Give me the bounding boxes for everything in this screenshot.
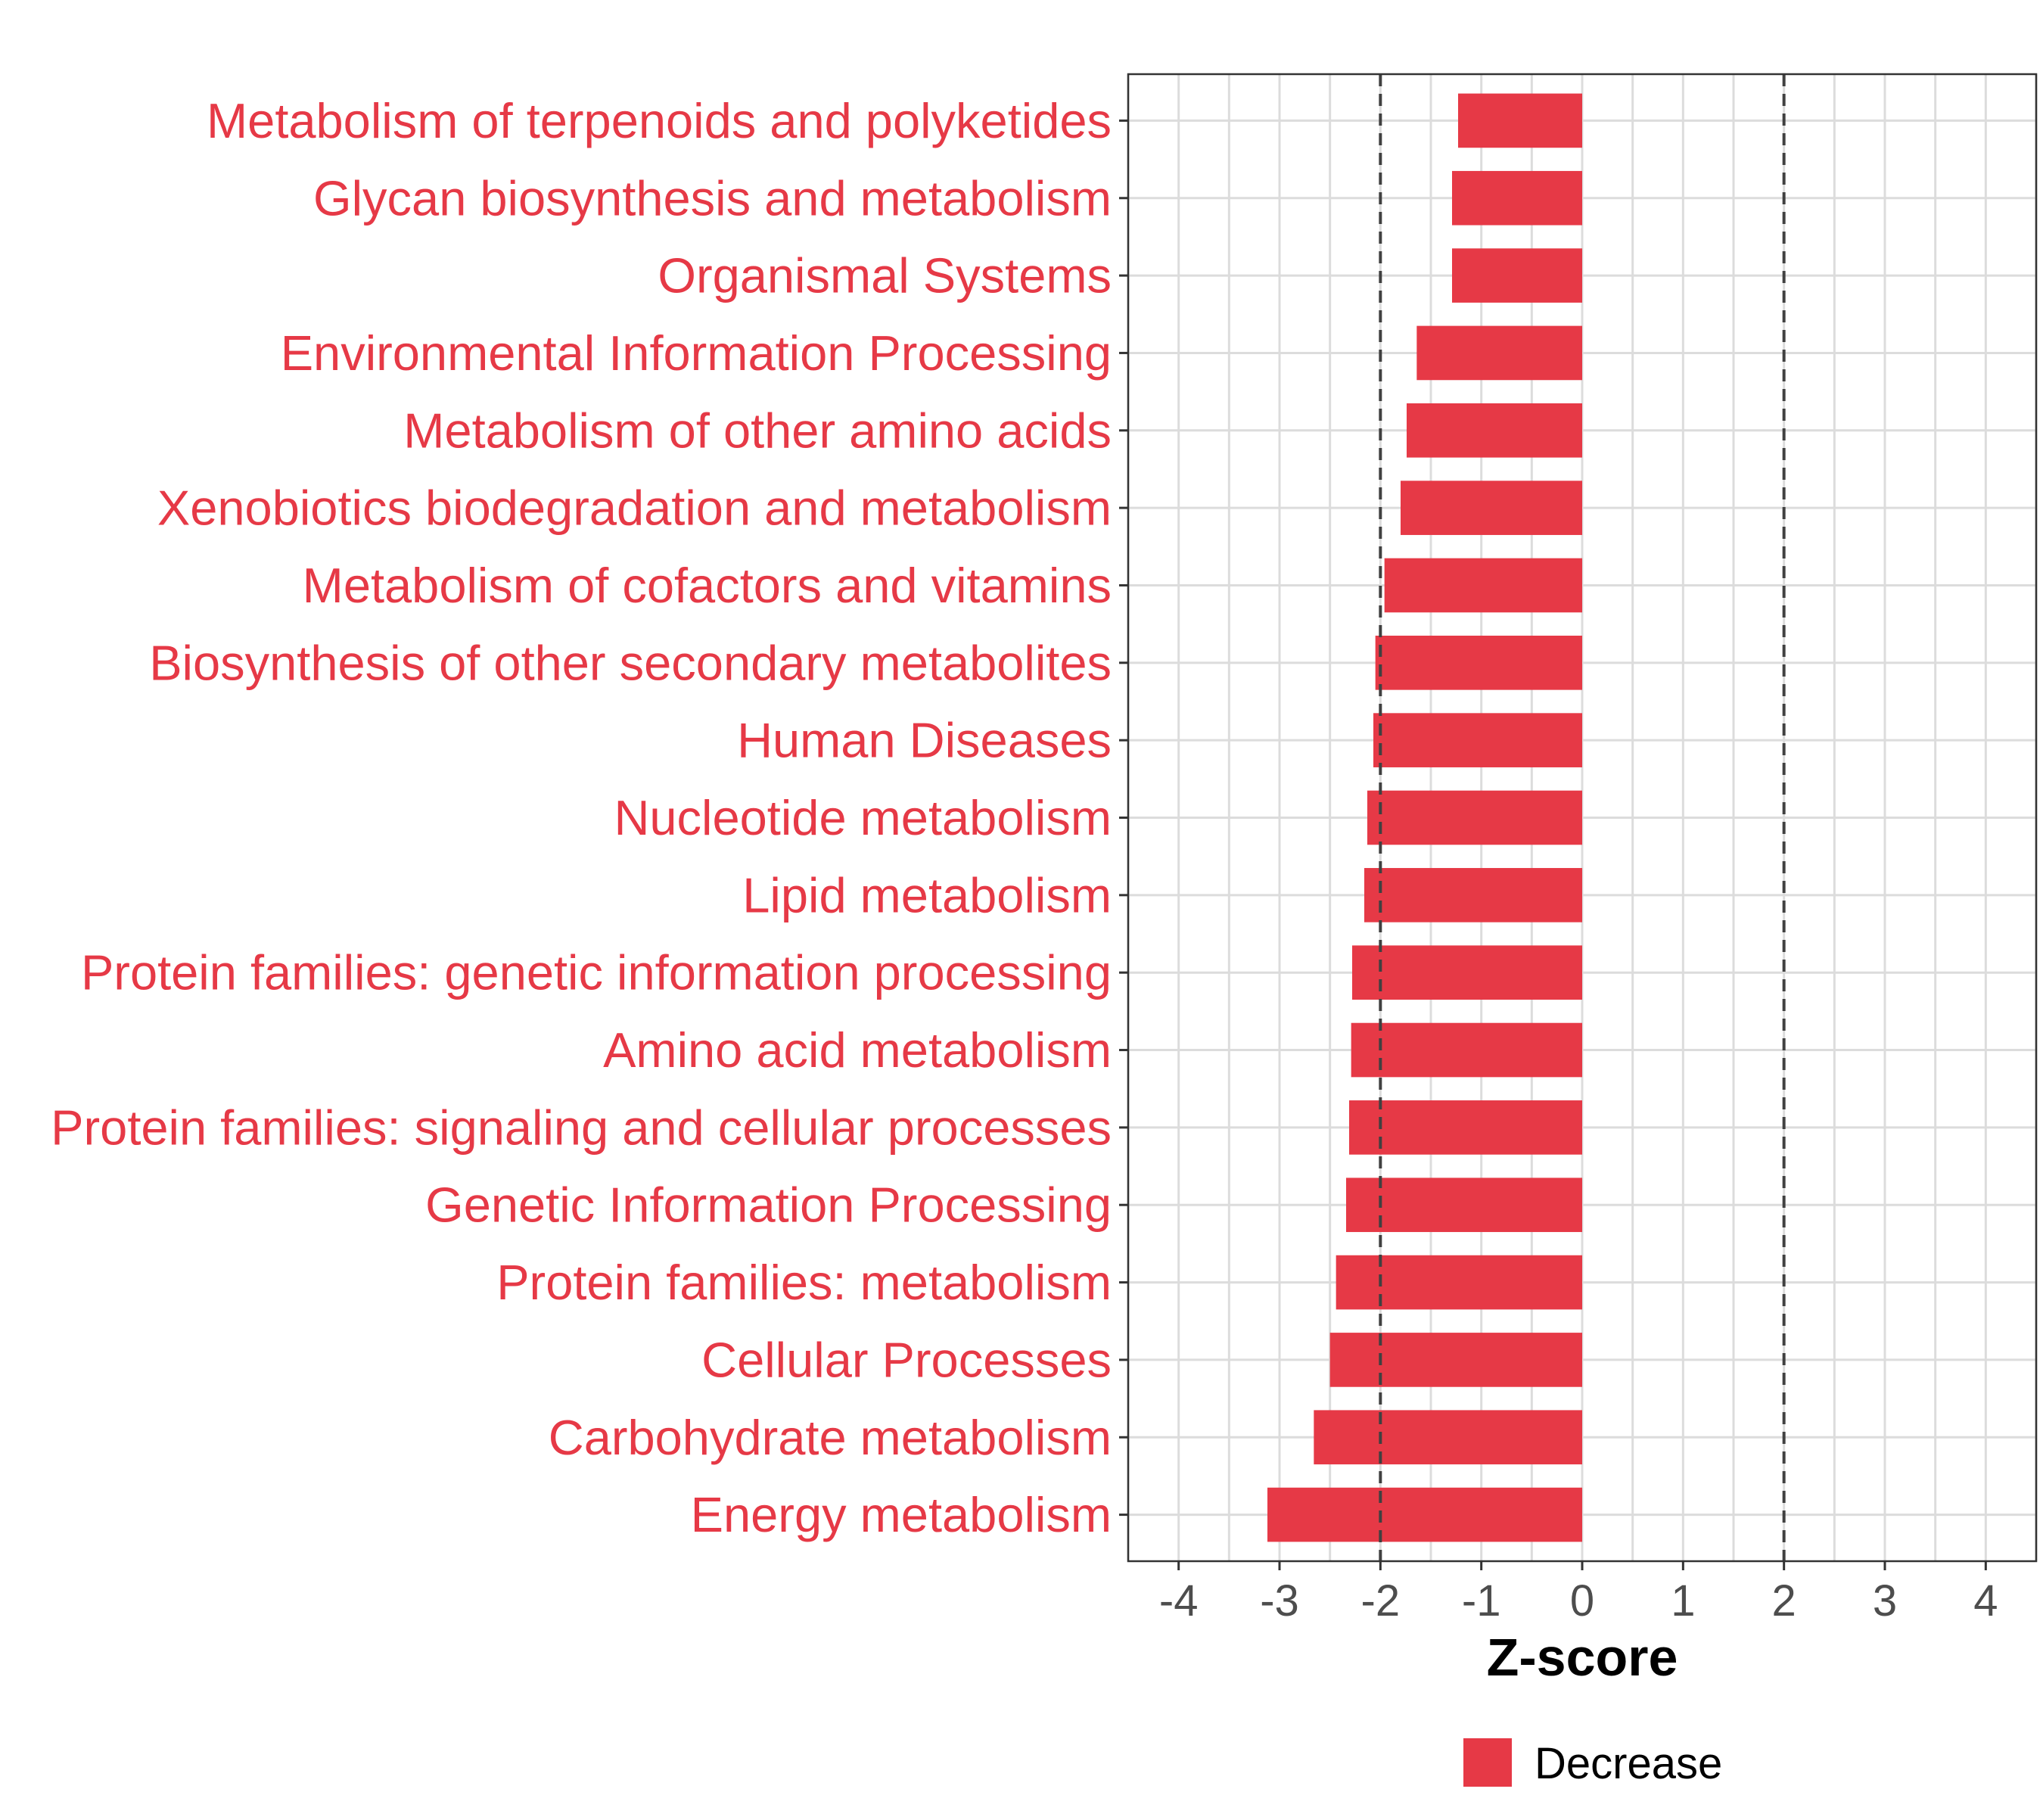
category-label: Metabolism of terpenoids and polyketides (207, 93, 1112, 148)
legend-label-decrease: Decrease (1535, 1739, 1722, 1788)
category-label: Energy metabolism (691, 1487, 1112, 1542)
bar (1416, 325, 1582, 381)
x-tick-label: 2 (1772, 1576, 1796, 1626)
bar (1375, 635, 1582, 690)
legend-key-decrease (1463, 1738, 1512, 1787)
category-label: Biosynthesis of other secondary metaboli… (149, 635, 1112, 690)
category-label: Organismal Systems (658, 248, 1112, 303)
category-label: Metabolism of other amino acids (403, 403, 1112, 458)
y-axis-ticks: Metabolism of terpenoids and polyketides… (51, 93, 1128, 1542)
bars (1267, 93, 1582, 1542)
bar (1336, 1255, 1582, 1310)
reference-lines (1379, 74, 1786, 1561)
x-axis-title: Z-score (1487, 1628, 1678, 1687)
bar (1349, 1100, 1582, 1155)
bar (1364, 868, 1582, 922)
bar (1352, 945, 1582, 1000)
category-label: Protein families: metabolism (496, 1255, 1112, 1310)
x-tick-label: -4 (1159, 1576, 1199, 1626)
category-label: Metabolism of cofactors and vitamins (303, 558, 1112, 613)
x-tick-label: -1 (1462, 1576, 1501, 1626)
category-label: Human Diseases (737, 713, 1112, 768)
category-label: Environmental Information Processing (281, 325, 1112, 381)
x-tick-label: 3 (1873, 1576, 1897, 1626)
bar (1314, 1410, 1582, 1465)
category-label: Protein families: genetic information pr… (81, 945, 1112, 1000)
x-tick-label: -3 (1260, 1576, 1299, 1626)
bar (1452, 170, 1582, 226)
bar (1407, 403, 1582, 458)
x-axis-ticks: -4 -3 -2 -1 0 1 2 3 4 (1159, 1561, 1998, 1626)
category-label: Genetic Information Processing (425, 1178, 1112, 1233)
category-label: Carbohydrate metabolism (549, 1410, 1112, 1465)
category-label: Cellular Processes (701, 1332, 1112, 1387)
category-label: Lipid metabolism (742, 867, 1112, 922)
category-label: Xenobiotics biodegradation and metabolis… (157, 481, 1112, 536)
x-tick-label: 1 (1671, 1576, 1695, 1626)
bar (1384, 558, 1582, 613)
bar (1351, 1022, 1582, 1078)
bar (1329, 1333, 1582, 1387)
category-label: Nucleotide metabolism (614, 790, 1112, 845)
x-tick-label: -2 (1361, 1576, 1401, 1626)
bar (1367, 790, 1582, 845)
category-label: Protein families: signaling and cellular… (51, 1100, 1112, 1155)
bar (1458, 93, 1582, 148)
category-label: Amino acid metabolism (603, 1022, 1112, 1078)
category-label: Glycan biosynthesis and metabolism (313, 170, 1112, 226)
bar (1267, 1487, 1582, 1542)
legend: Decrease (1463, 1738, 1722, 1788)
x-tick-label: 0 (1570, 1576, 1594, 1626)
bar (1346, 1178, 1582, 1233)
bar (1401, 481, 1582, 535)
bar (1373, 713, 1582, 767)
x-tick-label: 4 (1973, 1576, 1998, 1626)
bar (1452, 248, 1582, 303)
